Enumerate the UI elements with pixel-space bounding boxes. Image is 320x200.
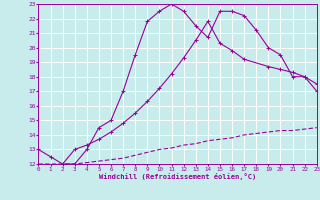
X-axis label: Windchill (Refroidissement éolien,°C): Windchill (Refroidissement éolien,°C)	[99, 173, 256, 180]
